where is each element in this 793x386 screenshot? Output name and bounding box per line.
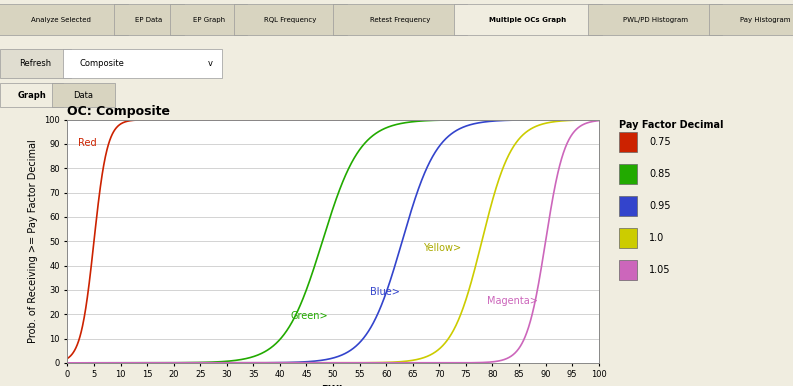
- 1.05: [594, 119, 603, 123]
- Text: Magenta>: Magenta>: [487, 296, 538, 306]
- 0.95: [594, 117, 603, 122]
- Text: Multiple OCs Graph: Multiple OCs Graph: [489, 17, 566, 23]
- 1.05: [63, 361, 72, 365]
- Text: OC: Composite: OC: Composite: [67, 105, 170, 119]
- Text: Blue>: Blue>: [370, 287, 400, 297]
- 0.85: [481, 117, 491, 122]
- 0.85: [578, 117, 588, 122]
- Text: Analyze Selected: Analyze Selected: [31, 17, 90, 23]
- 0.95: [579, 117, 588, 122]
- 0.85: [307, 273, 316, 277]
- 0.75: [579, 117, 588, 122]
- Text: 1.0: 1.0: [649, 233, 665, 243]
- Line: 0.95: 0.95: [67, 120, 599, 363]
- Text: Yellow>: Yellow>: [423, 243, 462, 253]
- 0.95: [578, 117, 588, 122]
- FancyBboxPatch shape: [0, 4, 128, 35]
- FancyBboxPatch shape: [114, 4, 184, 35]
- Line: 1.05: 1.05: [67, 121, 599, 363]
- 0.85: [90, 361, 99, 365]
- Text: Pay Factor Decimal: Pay Factor Decimal: [619, 120, 724, 130]
- Text: 0.95: 0.95: [649, 201, 671, 211]
- Text: v: v: [208, 59, 213, 68]
- Bar: [619, 132, 637, 152]
- 1.05: [307, 361, 316, 365]
- 1.0: [579, 118, 588, 122]
- Text: EP Data: EP Data: [136, 17, 163, 23]
- Text: 0.85: 0.85: [649, 169, 671, 179]
- FancyBboxPatch shape: [454, 4, 602, 35]
- 0.75: [481, 117, 491, 122]
- Text: Red: Red: [78, 139, 97, 148]
- 0.75: [333, 117, 343, 122]
- FancyBboxPatch shape: [52, 83, 115, 107]
- 1.0: [578, 118, 588, 122]
- FancyBboxPatch shape: [0, 49, 71, 78]
- 1.05: [481, 360, 491, 365]
- Text: Composite: Composite: [79, 59, 125, 68]
- 0.85: [63, 361, 72, 365]
- Text: Retest Frequency: Retest Frequency: [370, 17, 431, 23]
- Text: 0.75: 0.75: [649, 137, 671, 147]
- 1.0: [594, 117, 603, 122]
- 0.95: [481, 120, 491, 124]
- FancyBboxPatch shape: [170, 4, 247, 35]
- Line: 1.0: 1.0: [67, 120, 599, 363]
- Text: PWL/PD Histogram: PWL/PD Histogram: [623, 17, 688, 23]
- Text: 1.05: 1.05: [649, 265, 671, 275]
- 0.85: [321, 229, 331, 233]
- Text: RQL Frequency: RQL Frequency: [264, 17, 316, 23]
- 0.75: [307, 117, 316, 122]
- Text: Green>: Green>: [290, 311, 328, 321]
- Text: EP Graph: EP Graph: [193, 17, 225, 23]
- FancyBboxPatch shape: [333, 4, 467, 35]
- Bar: [619, 164, 637, 184]
- 0.95: [90, 361, 99, 365]
- 1.0: [481, 223, 491, 228]
- 1.0: [321, 361, 331, 365]
- Y-axis label: Prob. of Receiving >= Pay Factor Decimal: Prob. of Receiving >= Pay Factor Decimal: [29, 139, 39, 343]
- 1.05: [90, 361, 99, 365]
- Line: 0.85: 0.85: [67, 120, 599, 363]
- 0.95: [307, 359, 316, 364]
- 1.0: [63, 361, 72, 365]
- Text: Data: Data: [73, 91, 94, 100]
- FancyBboxPatch shape: [0, 83, 63, 107]
- Bar: [619, 196, 637, 216]
- 1.05: [579, 122, 588, 127]
- 0.75: [63, 356, 72, 361]
- 0.95: [63, 361, 72, 365]
- 0.75: [90, 234, 99, 239]
- Bar: [619, 228, 637, 248]
- Text: Graph: Graph: [17, 91, 46, 100]
- 0.85: [594, 117, 603, 122]
- X-axis label: PWL: PWL: [321, 385, 345, 386]
- Bar: [619, 260, 637, 280]
- Text: Pay Histogram: Pay Histogram: [740, 17, 791, 23]
- 0.85: [579, 117, 588, 122]
- 0.95: [321, 357, 331, 362]
- 1.05: [321, 361, 331, 365]
- 1.0: [90, 361, 99, 365]
- 0.75: [579, 117, 588, 122]
- FancyBboxPatch shape: [588, 4, 722, 35]
- FancyBboxPatch shape: [709, 4, 793, 35]
- 1.0: [307, 361, 316, 365]
- Line: 0.75: 0.75: [67, 120, 599, 359]
- 1.05: [578, 122, 588, 127]
- FancyBboxPatch shape: [63, 49, 222, 78]
- Text: Refresh: Refresh: [20, 59, 52, 68]
- 0.75: [321, 117, 331, 122]
- 0.75: [594, 117, 603, 122]
- FancyBboxPatch shape: [234, 4, 347, 35]
